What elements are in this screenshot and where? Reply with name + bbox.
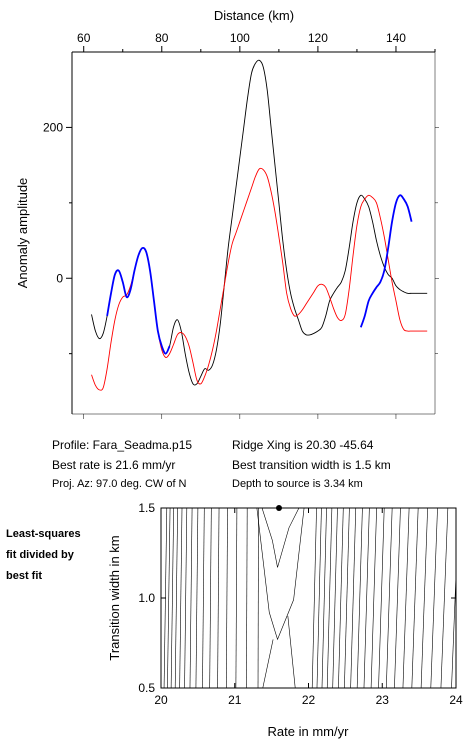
top-x-ticks: 60 80 100 120 140 <box>77 31 436 419</box>
contour-line <box>246 508 248 688</box>
contour-line <box>370 508 377 688</box>
contour-line <box>386 508 393 688</box>
contour-line <box>356 508 363 688</box>
top-y-tick-label: 0 <box>56 271 63 285</box>
bottom-y-axis-label: Transition width in km <box>107 535 122 660</box>
contour-line <box>440 508 449 688</box>
misfit-contour-chart: 20 21 22 23 24 0.5 1.0 1.5 Rate in mm/yr Trans… <box>107 501 463 739</box>
top-x-tick-label: 140 <box>386 31 406 45</box>
info-depth: Depth to source is 3.34 km <box>232 478 363 490</box>
contour-line <box>167 508 171 688</box>
contour-line <box>262 639 274 688</box>
contour-line <box>170 508 174 688</box>
contour-line <box>226 508 228 688</box>
top-x-tick-label: 80 <box>155 31 169 45</box>
contour-line <box>261 508 300 568</box>
top-chart-frame <box>71 51 436 415</box>
contour-line <box>217 508 220 688</box>
contour-line <box>402 508 410 688</box>
fit-window-line-1 <box>106 246 171 355</box>
contour-line <box>411 508 419 688</box>
contour-line <box>420 508 428 688</box>
contour-line <box>430 508 438 688</box>
contour-line <box>209 508 212 688</box>
info-profile: Profile: Fara_Seadma.p15 <box>52 438 193 452</box>
info-ridge-xing: Ridge Xing is 20.30 -45.64 <box>232 438 374 452</box>
info-best-width: Best transition width is 1.5 km <box>232 458 391 472</box>
contour-line <box>195 508 199 688</box>
contour-line <box>350 508 357 688</box>
contour-line <box>394 508 401 688</box>
contour-line <box>363 508 370 688</box>
bottom-x-tick-label: 20 <box>154 693 168 707</box>
top-series-group <box>91 59 428 391</box>
top-x-axis-label: Distance (km) <box>214 8 294 23</box>
top-x-tick-label: 60 <box>77 31 91 45</box>
contour-line <box>332 508 338 688</box>
bottom-x-axis-label: Rate in mm/yr <box>268 724 350 739</box>
top-y-axis-label: Anomaly amplitude <box>15 178 30 289</box>
contour-line <box>326 508 333 688</box>
side-label-line: fit divided by <box>6 549 74 561</box>
contour-side-label: Least-squares fit divided by best fit <box>6 524 106 587</box>
contour-frame <box>160 507 457 689</box>
contour-line <box>316 508 322 688</box>
contour-line <box>174 508 178 688</box>
contour-line <box>338 508 344 688</box>
bottom-y-ticks: 0.5 1.0 1.5 <box>138 501 456 695</box>
contour-line <box>235 508 238 688</box>
contour-line <box>189 508 193 688</box>
info-proj-az: Proj. Az: 97.0 deg. CW of N <box>52 478 187 490</box>
bottom-y-tick-label: 0.5 <box>138 681 155 695</box>
bottom-y-tick-label: 1.5 <box>138 501 155 515</box>
top-y-tick-label: 200 <box>43 120 63 134</box>
observed-anomaly-line <box>91 59 428 386</box>
fit-window-line-2 <box>359 194 413 328</box>
side-label-line: Least-squares <box>6 528 81 540</box>
contour-line <box>202 508 205 688</box>
top-x-tick-label: 120 <box>308 31 328 45</box>
contour-line <box>344 508 350 688</box>
bottom-x-tick-label: 24 <box>449 693 463 707</box>
bottom-x-tick-label: 22 <box>302 693 316 707</box>
contour-lines-group <box>163 508 456 688</box>
info-best-rate: Best rate is 21.6 mm/yr <box>52 458 176 472</box>
contour-line <box>287 615 296 688</box>
contour-line <box>256 508 305 641</box>
contour-line <box>378 508 385 688</box>
top-x-tick-label: 100 <box>230 31 250 45</box>
bottom-x-tick-label: 23 <box>376 693 390 707</box>
bottom-x-ticks: 20 21 22 23 24 <box>154 508 463 707</box>
bottom-x-tick-label: 21 <box>228 693 242 707</box>
best-fit-point <box>276 505 282 511</box>
contour-line <box>184 508 188 688</box>
contour-line <box>311 508 317 688</box>
bottom-y-tick-label: 1.0 <box>138 591 155 605</box>
side-label-line: best fit <box>6 570 43 582</box>
contour-line <box>321 508 327 688</box>
model-anomaly-line <box>91 167 428 391</box>
contour-line <box>179 508 183 688</box>
